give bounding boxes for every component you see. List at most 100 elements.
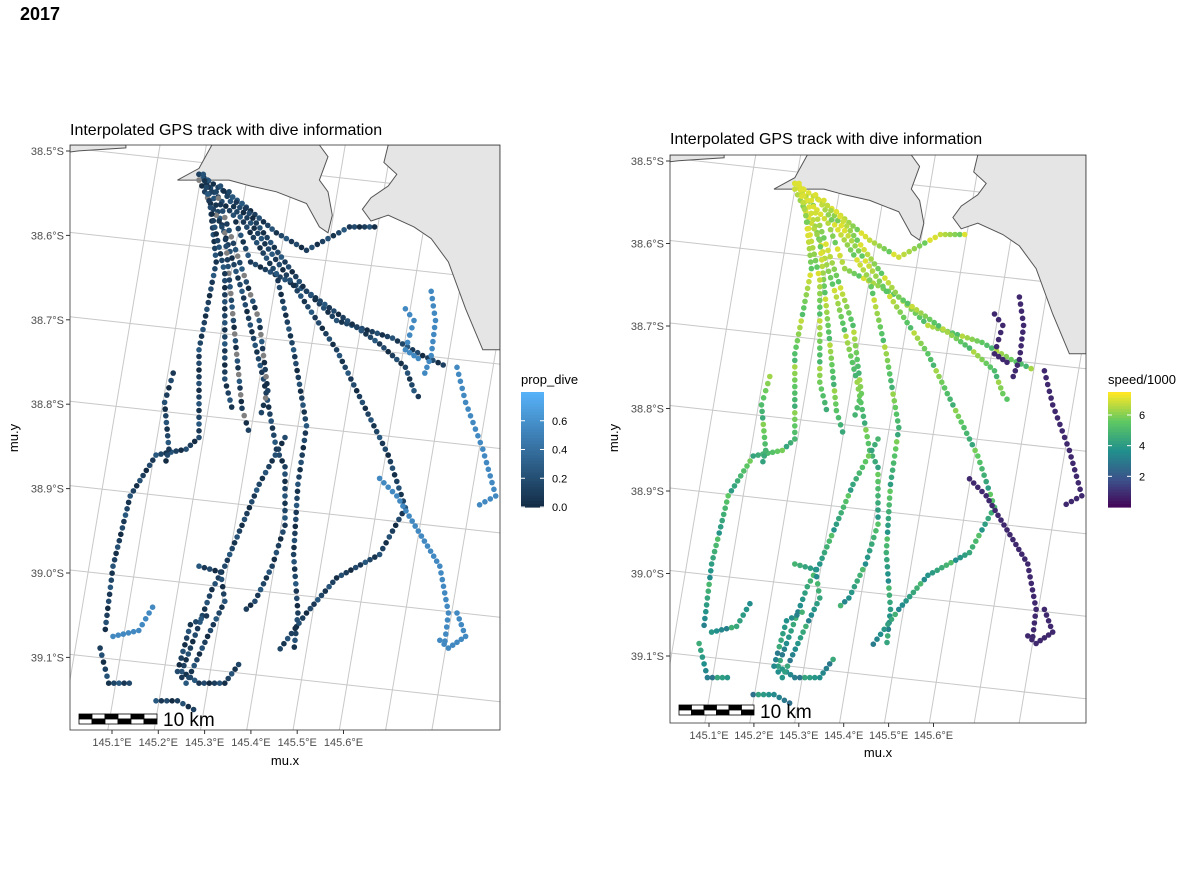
track-point [240, 219, 247, 225]
track-point [237, 214, 243, 220]
track-point [835, 227, 841, 233]
track-point [234, 209, 240, 215]
track-point [330, 579, 336, 586]
track-point [889, 284, 895, 291]
legend-title: prop_dive [521, 372, 578, 387]
legend-color-step [1108, 504, 1131, 508]
track-point [213, 616, 219, 622]
track-point [111, 557, 118, 563]
track-point [326, 583, 332, 590]
track-point [439, 576, 446, 583]
track-point [857, 383, 864, 390]
track-point [807, 272, 813, 278]
track-point [1033, 606, 1039, 613]
track-point [233, 219, 239, 225]
legend-color-step [1108, 472, 1131, 476]
track-point [276, 284, 283, 291]
track-point [993, 343, 1000, 350]
track-point [222, 376, 228, 382]
track-point [422, 370, 428, 376]
track-point [713, 628, 720, 634]
track-point [293, 241, 300, 248]
track-point [239, 288, 245, 295]
track-point [825, 322, 831, 329]
track-point [848, 353, 854, 359]
track-point [792, 186, 798, 192]
track-point [244, 215, 250, 221]
track-point [1032, 613, 1038, 619]
track-point [283, 235, 290, 242]
track-point [245, 285, 252, 292]
track-point [406, 376, 413, 382]
track-point [433, 558, 440, 564]
track-point [293, 581, 299, 587]
track-point [857, 262, 863, 268]
track-point [444, 603, 451, 610]
track-point [1068, 498, 1075, 505]
track-point [892, 446, 899, 452]
panel-border [669, 154, 1087, 724]
legend-color-step [521, 492, 544, 497]
track-point [330, 341, 336, 348]
track-point [234, 253, 241, 259]
track-point [859, 406, 865, 413]
track-point [995, 512, 1001, 519]
track-point [794, 337, 801, 344]
track-point [459, 385, 466, 392]
legend-title: speed/1000 [1108, 372, 1176, 387]
legend-color-step [521, 486, 544, 491]
track-point [983, 493, 989, 499]
track-point [817, 304, 823, 310]
legend-tick-label: 2 [1139, 471, 1145, 483]
track-point [1022, 556, 1028, 562]
track-point [767, 373, 773, 380]
track-point [1013, 541, 1019, 548]
track-point [760, 458, 766, 465]
track-point [875, 464, 881, 471]
track-point [153, 452, 159, 458]
track-point [974, 338, 980, 344]
track-point [962, 552, 968, 558]
track-point [782, 669, 788, 675]
track-point [204, 191, 211, 197]
track-point [931, 319, 937, 326]
track-point [122, 512, 129, 518]
track-point [802, 590, 808, 596]
track-point [802, 564, 808, 570]
track-point [792, 436, 798, 442]
track-point [877, 324, 884, 330]
track-point [925, 572, 931, 579]
track-point [428, 352, 435, 359]
track-point [259, 338, 265, 345]
track-point [840, 218, 847, 225]
track-point [269, 251, 275, 257]
track-point [222, 348, 228, 354]
track-point [150, 457, 156, 464]
track-point [885, 280, 892, 286]
track-point [884, 556, 890, 563]
track-point [1025, 561, 1031, 567]
track-point [808, 238, 815, 245]
track-point [286, 326, 292, 332]
track-point [821, 235, 827, 241]
track-point [312, 314, 318, 321]
track-point [250, 335, 257, 342]
track-point [373, 428, 380, 435]
x-tick-label: 145.5°E [869, 730, 908, 742]
track-point [294, 488, 301, 495]
track-point [813, 573, 820, 580]
track-point [869, 541, 875, 547]
legend-color-step [1108, 423, 1131, 428]
track-point [220, 264, 227, 270]
track-point [829, 361, 835, 368]
scale-bar-segment [91, 718, 106, 725]
track-point [380, 545, 386, 552]
track-point [793, 344, 799, 350]
track-point [701, 661, 707, 667]
track-point [777, 657, 783, 664]
legend-color-step [521, 498, 544, 502]
track-point [966, 345, 973, 351]
scale-bar-segment [691, 709, 705, 716]
track-point [251, 493, 258, 499]
track-point [817, 365, 823, 372]
